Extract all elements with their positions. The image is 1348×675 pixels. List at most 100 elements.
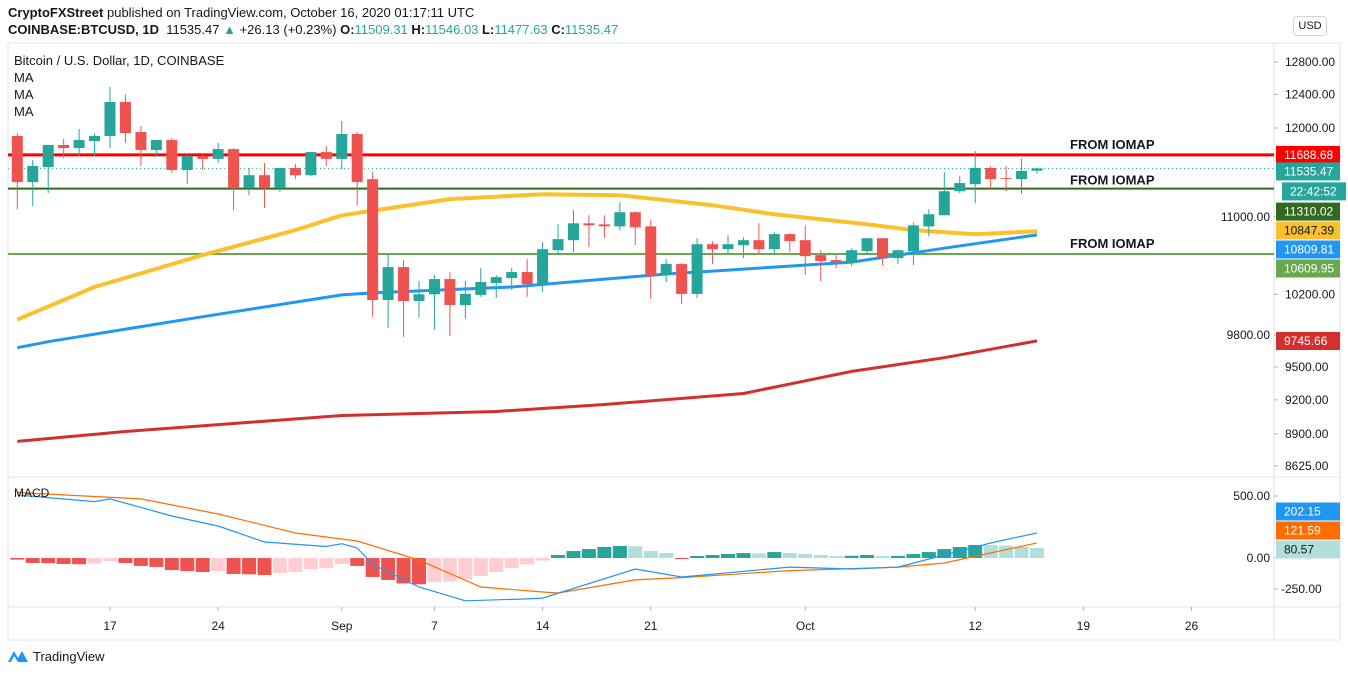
candle[interactable]: [938, 172, 950, 216]
candle[interactable]: [351, 132, 363, 206]
level-2-badge: 11310.02: [1276, 202, 1340, 221]
ma-legend-1[interactable]: MA: [14, 70, 34, 85]
candle[interactable]: [892, 249, 904, 265]
candle[interactable]: [490, 275, 502, 298]
candle[interactable]: [846, 248, 858, 267]
candle[interactable]: [552, 224, 564, 256]
candle[interactable]: [459, 281, 471, 319]
price-axis[interactable]: 12800.00 12400.00 12000.00 11000.00 10200.00…: [1221, 55, 1336, 596]
candle[interactable]: [42, 145, 54, 193]
candle-body: [969, 167, 981, 185]
candle[interactable]: [119, 94, 131, 143]
ma-legend-2[interactable]: MA: [14, 87, 34, 102]
candle-body: [846, 250, 858, 264]
macd-pane: [10, 491, 1044, 602]
macd-histogram-bar: [520, 558, 535, 565]
candle[interactable]: [104, 86, 116, 149]
candle-body: [212, 149, 224, 159]
candle[interactable]: [228, 148, 240, 211]
candle[interactable]: [150, 140, 162, 157]
candle[interactable]: [537, 242, 549, 293]
candle[interactable]: [784, 233, 796, 253]
candle-body: [166, 140, 178, 171]
candle[interactable]: [521, 259, 533, 297]
candle[interactable]: [969, 151, 981, 204]
currency-button[interactable]: USD: [1293, 16, 1327, 36]
candle[interactable]: [259, 162, 270, 209]
candle[interactable]: [768, 232, 780, 255]
candle[interactable]: [830, 255, 842, 269]
candle[interactable]: [181, 153, 193, 185]
candle[interactable]: [320, 146, 332, 166]
tradingview-logo[interactable]: TradingView: [7, 648, 105, 664]
ma-line-1[interactable]: [16, 192, 1038, 322]
publish-info: CryptoFXStreet published on TradingView.…: [8, 5, 474, 20]
candle[interactable]: [274, 167, 286, 193]
macd-histogram-bar: [25, 558, 40, 563]
candle[interactable]: [413, 281, 425, 318]
candle[interactable]: [660, 259, 672, 283]
candle[interactable]: [568, 210, 579, 253]
candle[interactable]: [428, 275, 440, 330]
candle[interactable]: [336, 121, 348, 170]
candle[interactable]: [629, 211, 641, 246]
candle[interactable]: [676, 263, 688, 304]
candle[interactable]: [707, 241, 719, 265]
macd-histogram-bar: [813, 555, 828, 558]
candle[interactable]: [598, 215, 610, 239]
ma-1-badge: 10847.39: [1276, 221, 1340, 240]
candle[interactable]: [799, 225, 811, 276]
candle[interactable]: [89, 133, 101, 157]
candle[interactable]: [197, 152, 209, 171]
candle[interactable]: [614, 202, 626, 231]
candle[interactable]: [135, 125, 147, 166]
candle[interactable]: [1000, 165, 1012, 192]
candle[interactable]: [367, 172, 379, 317]
candle-body: [459, 293, 471, 305]
candle-body: [135, 132, 147, 151]
candle[interactable]: [861, 238, 873, 256]
level-3-badge: 10609.95: [1276, 259, 1340, 278]
ma-line-3[interactable]: [17, 339, 1038, 443]
candle[interactable]: [73, 128, 85, 157]
candle[interactable]: [382, 253, 394, 328]
candle[interactable]: [398, 260, 410, 337]
candle[interactable]: [305, 152, 317, 177]
candle[interactable]: [691, 238, 703, 299]
candle[interactable]: [243, 167, 255, 196]
candle-body: [521, 272, 533, 285]
candle[interactable]: [954, 176, 966, 194]
candle[interactable]: [475, 268, 487, 297]
candle[interactable]: [877, 238, 888, 266]
candle[interactable]: [58, 138, 70, 158]
publish-text: published on TradingView.com, October 16…: [106, 5, 475, 20]
candle[interactable]: [583, 215, 595, 248]
candle[interactable]: [212, 142, 224, 163]
candle[interactable]: [753, 223, 765, 256]
candle[interactable]: [506, 268, 518, 291]
candle[interactable]: [645, 220, 657, 300]
candle[interactable]: [27, 159, 39, 207]
candle[interactable]: [923, 209, 935, 237]
candle[interactable]: [1031, 167, 1043, 174]
macd-histogram-bar: [473, 558, 488, 576]
candle-body: [336, 133, 348, 159]
candle[interactable]: [11, 133, 23, 210]
candle[interactable]: [815, 250, 827, 282]
candle[interactable]: [737, 237, 749, 259]
candle[interactable]: [985, 165, 997, 190]
candle-body: [119, 101, 131, 134]
time-axis[interactable]: 17 24 Sep 7 14 21 Oct 12 19 26: [103, 607, 1198, 633]
candle[interactable]: [907, 222, 919, 266]
candle-body: [305, 152, 317, 176]
candle[interactable]: [1016, 158, 1028, 195]
level-label: FROM IOMAP: [1070, 236, 1155, 251]
candle[interactable]: [444, 272, 456, 336]
candle[interactable]: [289, 163, 301, 180]
ma-legend-3[interactable]: MA: [14, 104, 34, 119]
signal-badge-text: 121.59: [1284, 524, 1321, 538]
candle[interactable]: [166, 137, 178, 174]
candle-body: [398, 267, 410, 302]
candle[interactable]: [722, 235, 734, 254]
